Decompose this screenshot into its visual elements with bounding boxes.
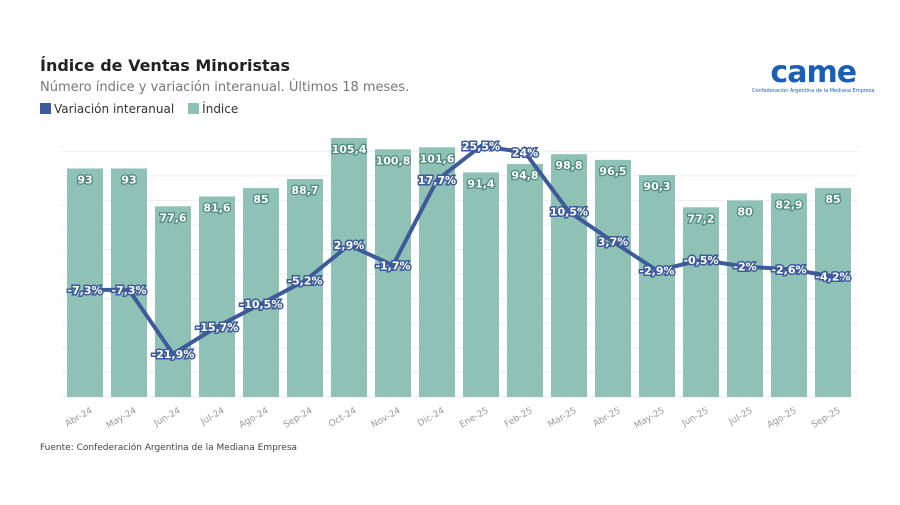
bar-label: 90,3 bbox=[643, 180, 670, 193]
bar-label: 81,6 bbox=[203, 201, 230, 214]
x-tick-label: Ago-24 bbox=[238, 406, 271, 431]
legend-item-variacion: Variación interanual bbox=[40, 102, 174, 116]
chart-subtitle: Número índice y variación interanual. Úl… bbox=[40, 80, 410, 95]
line-variacion bbox=[85, 143, 834, 356]
legend-item-indice: Índice bbox=[188, 102, 238, 116]
x-tick-label: Jun-24 bbox=[152, 406, 183, 430]
line-label: 17,7% bbox=[418, 174, 456, 187]
line-label: -2% bbox=[733, 261, 756, 274]
x-tick-label: May-25 bbox=[633, 406, 667, 431]
bar-Feb-25 bbox=[507, 164, 543, 397]
bar-label: 77,6 bbox=[159, 211, 186, 224]
bar-Ene-25 bbox=[463, 172, 499, 397]
bar-label: 80 bbox=[737, 205, 753, 218]
bar-label: 85 bbox=[253, 193, 268, 206]
bar-Jun-24 bbox=[155, 206, 191, 397]
line-label: 24% bbox=[512, 146, 538, 159]
line-label: -1,7% bbox=[375, 259, 410, 272]
line-label: 25,5% bbox=[462, 140, 500, 153]
x-tick-label: Sep-24 bbox=[282, 406, 315, 431]
bar-label: 93 bbox=[121, 173, 136, 186]
line-label: 3,7% bbox=[598, 236, 629, 249]
bar-May-25 bbox=[639, 175, 675, 397]
chart-title: Índice de Ventas Minoristas bbox=[40, 56, 291, 75]
x-tick-label: Abr-24 bbox=[64, 406, 95, 430]
came-logo: came Confederación Argentina de la Median… bbox=[752, 55, 875, 95]
x-tick-label: Feb-25 bbox=[503, 406, 535, 430]
bar-Jun-25 bbox=[683, 207, 719, 397]
x-tick-label: Sep-25 bbox=[810, 406, 842, 430]
line-label: -21,9% bbox=[152, 348, 195, 361]
bar-label: 105,4 bbox=[332, 143, 367, 156]
x-tick-label: Ene-25 bbox=[458, 406, 490, 430]
bar-Sep-25 bbox=[815, 188, 851, 397]
bar-label: 85 bbox=[825, 193, 840, 206]
legend-label: Variación interanual bbox=[54, 102, 175, 116]
bar-Abr-24 bbox=[67, 168, 103, 397]
line-label: -0,5% bbox=[683, 254, 718, 267]
bar-label: 82,9 bbox=[775, 198, 802, 211]
bar-Nov-24 bbox=[375, 149, 411, 397]
bar-Jul-25 bbox=[727, 200, 763, 397]
line-label: -2,6% bbox=[771, 263, 806, 276]
x-tick-label: Jun-25 bbox=[680, 406, 711, 430]
line-label: -5,2% bbox=[287, 275, 322, 288]
line-label: -10,5% bbox=[240, 298, 283, 311]
legend: Variación interanual Índice bbox=[40, 102, 238, 116]
bar-label: 96,5 bbox=[599, 165, 626, 178]
bar-label: 91,4 bbox=[467, 177, 494, 190]
bar-label: 88,7 bbox=[291, 184, 318, 197]
x-tick-label: Ago-25 bbox=[766, 406, 799, 431]
bar-Oct-24 bbox=[331, 138, 367, 397]
source-note: Fuente: Confederación Argentina de la Me… bbox=[40, 443, 298, 453]
x-tick-label: Mar-25 bbox=[547, 406, 579, 430]
bar-label: 77,2 bbox=[687, 212, 714, 225]
logo-tagline: Confederación Argentina de la Mediana Em… bbox=[752, 88, 875, 94]
x-tick-label: Jul-24 bbox=[198, 406, 226, 428]
bar-Ago-24 bbox=[243, 188, 279, 397]
bar-Mar-25 bbox=[551, 154, 587, 397]
x-tick-label: Oct-24 bbox=[327, 406, 358, 430]
bar-May-24 bbox=[111, 168, 147, 397]
line-label: 2,9% bbox=[334, 239, 365, 252]
bar-label: 101,6 bbox=[420, 152, 455, 165]
x-tick-label: May-24 bbox=[105, 406, 139, 431]
bar-Abr-25 bbox=[595, 159, 631, 397]
line-label: 10,5% bbox=[550, 206, 588, 219]
bar-Ago-25 bbox=[771, 193, 807, 397]
bar-label: 93 bbox=[77, 173, 92, 186]
bar-label: 98,8 bbox=[555, 159, 582, 172]
legend-label: Índice bbox=[202, 102, 239, 116]
bar-Dic-24 bbox=[419, 147, 455, 397]
line-label: -2,9% bbox=[639, 265, 674, 278]
bar-label: 100,8 bbox=[376, 154, 411, 167]
x-tick-label: Abr-25 bbox=[592, 406, 623, 430]
x-tick-label: Nov-24 bbox=[370, 406, 403, 431]
line-label: -15,7% bbox=[196, 321, 239, 334]
line-label: -7,3% bbox=[67, 284, 102, 297]
bar-Jul-24 bbox=[199, 196, 235, 397]
bar-label: 94,8 bbox=[511, 169, 538, 182]
line-label: -4,2% bbox=[815, 270, 850, 283]
x-tick-label: Jul-25 bbox=[726, 406, 754, 428]
line-label: -7,3% bbox=[111, 284, 146, 297]
x-tick-label: Dic-24 bbox=[416, 406, 446, 429]
